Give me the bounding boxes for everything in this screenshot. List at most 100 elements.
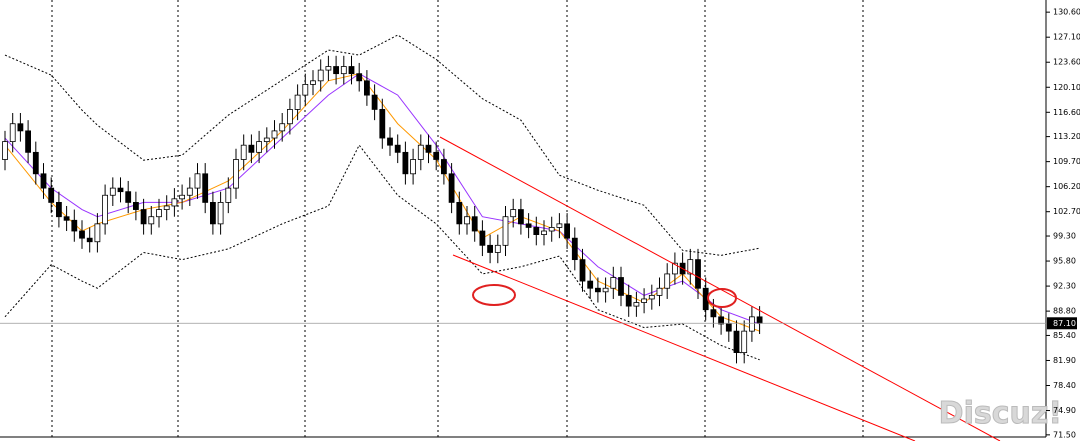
candle-body [109, 187, 116, 196]
candle-body [733, 330, 740, 354]
candle-body [479, 230, 486, 246]
candle-body [710, 309, 717, 318]
candle-body [56, 202, 62, 218]
candle-body [525, 223, 532, 228]
y-tick-label: 130.60 [1053, 8, 1080, 17]
last-price-label: 87.10 [1053, 319, 1076, 328]
candle-body [94, 223, 101, 243]
candle-body [402, 151, 409, 175]
y-tick-label: 88.80 [1053, 307, 1076, 316]
candle-body [533, 227, 540, 235]
candle-body [749, 316, 755, 332]
candle-body [240, 144, 247, 160]
candle-body [595, 287, 601, 293]
candle-body [9, 123, 16, 143]
candle-body [433, 151, 440, 160]
candle-body [217, 202, 224, 225]
candle-body [417, 144, 424, 160]
candle-body [2, 141, 8, 160]
candle-body [171, 198, 178, 207]
candle-body [618, 277, 624, 296]
y-tick-label: 95.80 [1053, 257, 1076, 266]
candle-body [394, 144, 401, 153]
candle-body [471, 216, 478, 232]
candle-body [687, 259, 694, 275]
candle-body [86, 237, 93, 243]
candle-body [179, 194, 186, 200]
y-tick-label: 78.40 [1053, 381, 1076, 390]
candle-body [510, 209, 517, 218]
candle-body [271, 130, 278, 139]
highlight-ellipse [707, 288, 737, 308]
candle-body [117, 187, 124, 193]
candle-body [579, 259, 586, 282]
candle-body [571, 237, 578, 261]
y-tick-label: 99.30 [1053, 232, 1076, 241]
candle-body [186, 187, 193, 196]
candle-body [163, 205, 170, 210]
candle-body [387, 137, 393, 146]
candle-body [209, 202, 216, 225]
candle-body [48, 187, 55, 203]
candle-body [718, 316, 724, 325]
y-tick-label: 102.70 [1053, 207, 1080, 216]
candle-body [371, 94, 378, 110]
candle-body [17, 123, 24, 132]
y-tick-label: 123.60 [1053, 58, 1080, 67]
candle-body [664, 273, 671, 289]
candle-body [40, 173, 47, 189]
indicator-line [4, 144, 760, 361]
candle-body [602, 287, 609, 293]
candle-body [641, 298, 647, 303]
candle-body [194, 173, 201, 189]
candle-body [248, 144, 255, 153]
candle-body [494, 244, 501, 253]
candle-body [425, 144, 432, 153]
candle-body [310, 80, 316, 85]
candle-body [440, 159, 447, 175]
y-tick-label: 81.90 [1053, 356, 1076, 365]
candle-body [695, 259, 701, 289]
candle-body [286, 109, 293, 125]
candle-body [518, 209, 524, 225]
y-tick-label: 74.90 [1053, 406, 1076, 415]
candle-body [456, 202, 463, 225]
candle-body [233, 159, 239, 189]
candle-body [548, 227, 555, 232]
y-tick-label: 109.70 [1053, 157, 1080, 166]
candle-body [756, 316, 763, 324]
y-tick-label: 116.60 [1053, 108, 1080, 117]
candle-body [541, 230, 547, 235]
candle-body [502, 216, 509, 246]
y-tick-label: 85.40 [1053, 331, 1076, 340]
candle-body [725, 323, 732, 332]
candle-body [633, 302, 640, 307]
candle-body [325, 66, 332, 71]
candle-body [25, 130, 32, 153]
candle-body [125, 191, 132, 203]
candle-body [656, 287, 663, 296]
candle-body [102, 194, 108, 225]
candle-body [648, 294, 655, 300]
y-tick-label: 127.10 [1053, 33, 1080, 42]
y-tick-label: 71.50 [1053, 430, 1076, 439]
candle-body [356, 73, 363, 82]
candle-body [294, 94, 301, 110]
candle-body [32, 151, 39, 175]
candle-body [410, 159, 417, 175]
highlight-ellipse [472, 284, 516, 306]
y-tick-label: 120.10 [1053, 83, 1080, 92]
candle-body [79, 230, 85, 239]
candle-body [587, 280, 594, 289]
candle-body [256, 141, 263, 153]
candle-body [610, 277, 617, 289]
candle-body [556, 223, 563, 228]
watermark: Discuz! [939, 396, 1062, 431]
candle-body [625, 294, 632, 307]
candle-body [225, 187, 232, 203]
candle-body [263, 137, 270, 143]
candle-body [448, 173, 455, 203]
candle-body [140, 209, 147, 225]
y-tick-label: 106.20 [1053, 182, 1080, 191]
candle-body [363, 80, 370, 96]
